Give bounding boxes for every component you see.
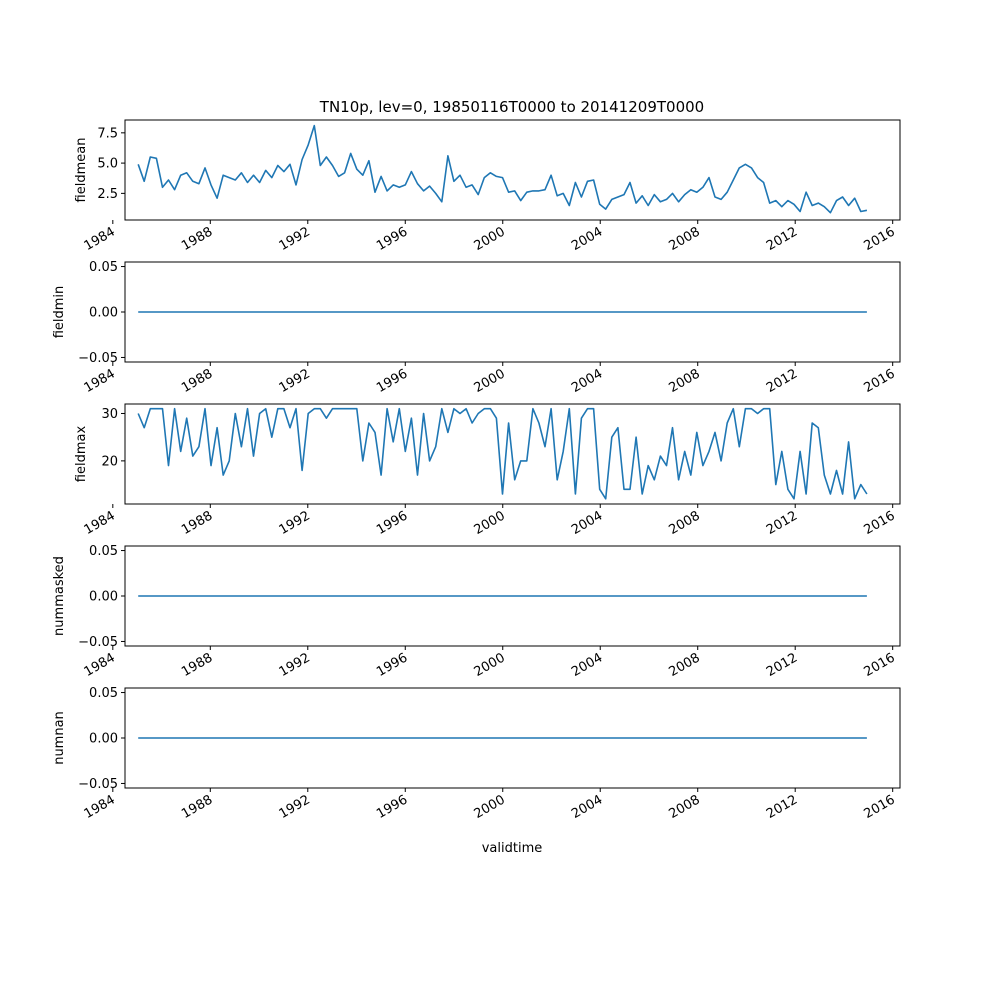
y-tick-label: −0.05	[78, 351, 118, 366]
x-tick-label: 2016	[862, 224, 898, 254]
x-tick-label: 2000	[472, 508, 508, 538]
y-tick-label: 20	[101, 454, 118, 469]
y-tick-label: 2.5	[97, 187, 118, 202]
x-tick-label: 2012	[764, 366, 800, 396]
x-tick-label: 2016	[862, 650, 898, 680]
x-tick-label: 1992	[277, 508, 313, 538]
y-axis-label: nummasked	[52, 556, 67, 636]
x-tick-label: 2012	[764, 792, 800, 822]
x-tick-label: 1996	[374, 792, 410, 822]
y-tick-label: 7.5	[97, 126, 118, 141]
x-tick-label: 2008	[667, 224, 703, 254]
x-tick-label: 2004	[569, 366, 605, 396]
x-tick-label: 1996	[374, 224, 410, 254]
x-tick-label: 1988	[179, 224, 215, 254]
x-tick-label: 1984	[82, 224, 118, 254]
y-tick-label: 30	[101, 407, 118, 422]
x-tick-label: 1992	[277, 366, 313, 396]
x-tick-label: 2016	[862, 792, 898, 822]
y-tick-label: 0.00	[89, 732, 118, 747]
x-tick-label: 2012	[764, 508, 800, 538]
x-tick-label: 1984	[82, 366, 118, 396]
x-tick-label: 2012	[764, 650, 800, 680]
chart-title: TN10p, lev=0, 19850116T0000 to 20141209T…	[319, 98, 704, 116]
x-tick-label: 2008	[667, 792, 703, 822]
x-tick-label: 1992	[277, 224, 313, 254]
y-tick-label: −0.05	[78, 777, 118, 792]
y-axis-label: fieldmean	[74, 138, 89, 203]
x-tick-label: 1988	[179, 508, 215, 538]
x-tick-label: 1988	[179, 650, 215, 680]
x-axis-label: validtime	[482, 841, 543, 856]
axes-frame	[124, 403, 901, 505]
subplot-fieldmin: −0.05 0.00 0.05 fieldmin 1984 1988 1992 1996 200…	[52, 260, 901, 396]
x-tick-label: 2004	[569, 508, 605, 538]
x-tick-label: 2016	[862, 366, 898, 396]
x-tick-label: 1988	[179, 366, 215, 396]
x-tick-label: 1992	[277, 792, 313, 822]
x-tick-label: 1996	[374, 508, 410, 538]
y-tick-label: 0.05	[89, 260, 118, 275]
y-tick-label: 0.05	[89, 686, 118, 701]
x-tick-label: 2004	[569, 650, 605, 680]
subplot-nummasked: −0.05 0.00 0.05 nummasked 1984 1988 1992 1996 20…	[52, 544, 901, 680]
x-tick-label: 2008	[667, 366, 703, 396]
subplot-fieldmean: 2.5 5.0 7.5 fieldmean 1984 1988 1992 1996 2000 20…	[74, 119, 901, 254]
x-tick-label: 2008	[667, 508, 703, 538]
series-line-fieldmax	[137, 407, 868, 500]
x-tick-label: 1996	[374, 650, 410, 680]
series-line-fieldmean	[137, 124, 868, 214]
y-tick-label: 0.05	[89, 544, 118, 559]
x-tick-label: 2000	[472, 366, 508, 396]
x-tick-label: 1984	[82, 650, 118, 680]
x-tick-label: 2012	[764, 224, 800, 254]
y-tick-label: 5.0	[97, 157, 118, 172]
x-tick-label: 2008	[667, 650, 703, 680]
x-tick-label: 2004	[569, 792, 605, 822]
subplot-numnan: −0.05 0.00 0.05 numnan 1984 1988 1992 1996 2000 2…	[52, 686, 901, 822]
y-axis-label: fieldmax	[74, 426, 89, 483]
x-tick-label: 1996	[374, 366, 410, 396]
subplot-fieldmax: 20 30 fieldmax 1984 1988 1992 1996 2000 2004 2008…	[74, 403, 901, 538]
x-tick-label: 1992	[277, 650, 313, 680]
x-tick-label: 1988	[179, 792, 215, 822]
x-tick-label: 2000	[472, 792, 508, 822]
x-tick-label: 1984	[82, 792, 118, 822]
y-axis-label: numnan	[52, 711, 67, 765]
y-tick-label: 0.00	[89, 590, 118, 605]
x-tick-label: 1984	[82, 508, 118, 538]
x-tick-label: 2016	[862, 508, 898, 538]
x-tick-label: 2004	[569, 224, 605, 254]
y-axis-label: fieldmin	[52, 286, 67, 339]
x-tick-label: 2000	[472, 650, 508, 680]
y-tick-label: −0.05	[78, 635, 118, 650]
axes-frame	[124, 119, 901, 221]
x-tick-label: 2000	[472, 224, 508, 254]
y-tick-label: 0.00	[89, 306, 118, 321]
